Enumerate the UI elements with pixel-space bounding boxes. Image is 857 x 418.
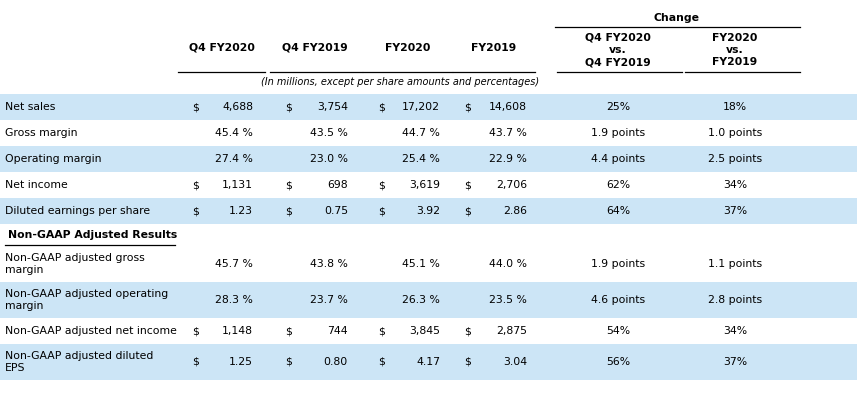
Text: 4.6 points: 4.6 points bbox=[591, 295, 645, 305]
Text: 43.8 %: 43.8 % bbox=[310, 259, 348, 269]
Text: $: $ bbox=[464, 206, 470, 216]
Text: Net income: Net income bbox=[5, 180, 68, 190]
Text: 744: 744 bbox=[327, 326, 348, 336]
Text: 2.86: 2.86 bbox=[503, 206, 527, 216]
Text: 25%: 25% bbox=[606, 102, 630, 112]
Text: Non-GAAP adjusted net income: Non-GAAP adjusted net income bbox=[5, 326, 177, 336]
Text: 3,754: 3,754 bbox=[317, 102, 348, 112]
Text: $: $ bbox=[285, 102, 292, 112]
Text: 3,845: 3,845 bbox=[409, 326, 440, 336]
Text: 26.3 %: 26.3 % bbox=[402, 295, 440, 305]
Text: $: $ bbox=[378, 326, 385, 336]
Text: 28.3 %: 28.3 % bbox=[215, 295, 253, 305]
Text: $: $ bbox=[378, 357, 385, 367]
Text: Non-GAAP adjusted diluted
EPS: Non-GAAP adjusted diluted EPS bbox=[5, 351, 153, 373]
Text: 43.7 %: 43.7 % bbox=[489, 128, 527, 138]
Text: 4.4 points: 4.4 points bbox=[591, 154, 645, 164]
Text: Net sales: Net sales bbox=[5, 102, 56, 112]
Bar bbox=[0, 282, 857, 318]
Text: 64%: 64% bbox=[606, 206, 630, 216]
Text: 14,608: 14,608 bbox=[489, 102, 527, 112]
Text: 17,202: 17,202 bbox=[402, 102, 440, 112]
Text: 1,148: 1,148 bbox=[222, 326, 253, 336]
Text: Non-GAAP adjusted gross
margin: Non-GAAP adjusted gross margin bbox=[5, 253, 145, 275]
Text: 23.5 %: 23.5 % bbox=[489, 295, 527, 305]
Text: 62%: 62% bbox=[606, 180, 630, 190]
Text: 37%: 37% bbox=[723, 206, 747, 216]
Text: 4,688: 4,688 bbox=[222, 102, 253, 112]
Text: FY2019: FY2019 bbox=[471, 43, 517, 53]
Text: $: $ bbox=[192, 206, 199, 216]
Text: 45.1 %: 45.1 % bbox=[402, 259, 440, 269]
Text: Non-GAAP Adjusted Results: Non-GAAP Adjusted Results bbox=[8, 230, 177, 240]
Text: FY2020
vs.
FY2019: FY2020 vs. FY2019 bbox=[712, 33, 758, 67]
Text: Non-GAAP adjusted operating
margin: Non-GAAP adjusted operating margin bbox=[5, 289, 168, 311]
Text: $: $ bbox=[378, 180, 385, 190]
Text: 2,875: 2,875 bbox=[496, 326, 527, 336]
Text: 698: 698 bbox=[327, 180, 348, 190]
Bar bbox=[0, 94, 857, 120]
Text: $: $ bbox=[285, 357, 292, 367]
Text: 27.4 %: 27.4 % bbox=[215, 154, 253, 164]
Text: $: $ bbox=[285, 326, 292, 336]
Text: 45.4 %: 45.4 % bbox=[215, 128, 253, 138]
Text: Operating margin: Operating margin bbox=[5, 154, 101, 164]
Text: $: $ bbox=[464, 102, 470, 112]
Text: $: $ bbox=[464, 180, 470, 190]
Text: 44.0 %: 44.0 % bbox=[489, 259, 527, 269]
Text: 44.7 %: 44.7 % bbox=[402, 128, 440, 138]
Text: 1.23: 1.23 bbox=[229, 206, 253, 216]
Text: 37%: 37% bbox=[723, 357, 747, 367]
Text: 1.1 points: 1.1 points bbox=[708, 259, 762, 269]
Text: $: $ bbox=[285, 180, 292, 190]
Bar bbox=[0, 146, 857, 172]
Text: 1,131: 1,131 bbox=[222, 180, 253, 190]
Text: $: $ bbox=[192, 102, 199, 112]
Bar bbox=[0, 198, 857, 224]
Text: 3.04: 3.04 bbox=[503, 357, 527, 367]
Text: 23.7 %: 23.7 % bbox=[310, 295, 348, 305]
Text: 22.9 %: 22.9 % bbox=[489, 154, 527, 164]
Text: $: $ bbox=[285, 206, 292, 216]
Text: $: $ bbox=[192, 180, 199, 190]
Text: 2.5 points: 2.5 points bbox=[708, 154, 762, 164]
Text: Change: Change bbox=[654, 13, 699, 23]
Text: 0.75: 0.75 bbox=[324, 206, 348, 216]
Text: 2,706: 2,706 bbox=[496, 180, 527, 190]
Text: $: $ bbox=[192, 357, 199, 367]
Text: 4.17: 4.17 bbox=[416, 357, 440, 367]
Text: 3.92: 3.92 bbox=[416, 206, 440, 216]
Text: Diluted earnings per share: Diluted earnings per share bbox=[5, 206, 150, 216]
Text: 18%: 18% bbox=[723, 102, 747, 112]
Text: $: $ bbox=[464, 326, 470, 336]
Text: 3,619: 3,619 bbox=[409, 180, 440, 190]
Bar bbox=[0, 344, 857, 380]
Text: $: $ bbox=[464, 357, 470, 367]
Text: 54%: 54% bbox=[606, 326, 630, 336]
Text: 1.9 points: 1.9 points bbox=[591, 128, 645, 138]
Text: 45.7 %: 45.7 % bbox=[215, 259, 253, 269]
Text: 2.8 points: 2.8 points bbox=[708, 295, 762, 305]
Text: Q4 FY2020
vs.
Q4 FY2019: Q4 FY2020 vs. Q4 FY2019 bbox=[585, 33, 651, 67]
Text: 1.9 points: 1.9 points bbox=[591, 259, 645, 269]
Text: 1.0 points: 1.0 points bbox=[708, 128, 762, 138]
Text: 34%: 34% bbox=[723, 326, 747, 336]
Text: $: $ bbox=[192, 326, 199, 336]
Text: 43.5 %: 43.5 % bbox=[310, 128, 348, 138]
Text: 23.0 %: 23.0 % bbox=[310, 154, 348, 164]
Text: 56%: 56% bbox=[606, 357, 630, 367]
Text: $: $ bbox=[378, 102, 385, 112]
Text: $: $ bbox=[378, 206, 385, 216]
Text: 1.25: 1.25 bbox=[229, 357, 253, 367]
Text: Q4 FY2019: Q4 FY2019 bbox=[282, 43, 348, 53]
Text: Gross margin: Gross margin bbox=[5, 128, 77, 138]
Text: FY2020: FY2020 bbox=[386, 43, 431, 53]
Text: (In millions, except per share amounts and percentages): (In millions, except per share amounts a… bbox=[261, 77, 539, 87]
Text: 34%: 34% bbox=[723, 180, 747, 190]
Text: 25.4 %: 25.4 % bbox=[402, 154, 440, 164]
Text: Q4 FY2020: Q4 FY2020 bbox=[189, 43, 255, 53]
Text: 0.80: 0.80 bbox=[324, 357, 348, 367]
